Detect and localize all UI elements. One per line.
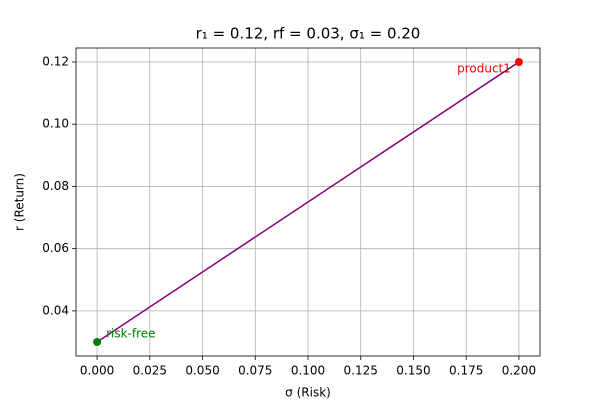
x-tick-label: 0.150 (396, 364, 430, 378)
x-tick-label: 0.050 (185, 364, 219, 378)
x-tick-label: 0.025 (133, 364, 167, 378)
point-label: product1 (457, 62, 511, 76)
point (514, 58, 523, 66)
x-tick-label: 0.125 (344, 364, 378, 378)
point-label: risk-free (106, 327, 155, 341)
point (93, 338, 102, 346)
x-tick-label: 0.075 (238, 364, 272, 378)
y-tick-label: 0.06 (42, 241, 69, 255)
plot-frame (75, 47, 541, 357)
x-tick-label: 0.200 (502, 364, 536, 378)
x-tick-label: 0.100 (291, 364, 325, 378)
y-tick-label: 0.08 (42, 179, 69, 193)
y-tick-label: 0.12 (42, 55, 69, 69)
y-tick-label: 0.04 (42, 303, 69, 317)
y-axis-label: r (Return) (13, 173, 27, 231)
x-tick-label: 0.175 (449, 364, 483, 378)
y-tick-label: 0.10 (42, 117, 69, 131)
series-line (96, 61, 520, 343)
x-axis-label: σ (Risk) (285, 386, 331, 400)
chart-title: r₁ = 0.12, rf = 0.03, σ₁ = 0.20 (196, 25, 421, 43)
x-tick-label: 0.000 (80, 364, 114, 378)
